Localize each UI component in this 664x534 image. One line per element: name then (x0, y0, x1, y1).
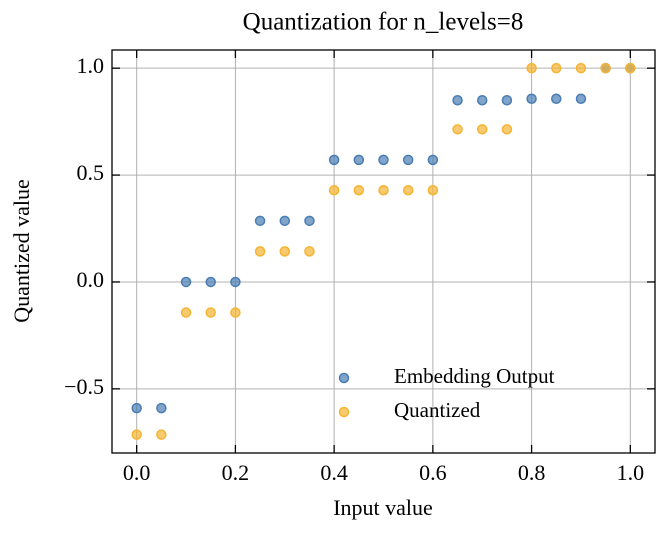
point (551, 62, 562, 74)
x-tick-label: 0.4 (320, 460, 348, 485)
point (575, 62, 587, 74)
legend-marker (338, 372, 350, 384)
point (279, 246, 291, 257)
chart-title: Quantization for n_levels=8 (243, 9, 524, 36)
x-tick-label: 0.6 (419, 460, 447, 485)
point (328, 154, 340, 166)
point (501, 124, 513, 135)
point (156, 429, 167, 440)
y-tick-label: 0.5 (77, 160, 105, 185)
x-axis-label: Input value (333, 495, 433, 520)
point (328, 184, 340, 196)
legend-label: Quantized (394, 398, 481, 422)
y-tick-label: 0.0 (77, 267, 105, 292)
point (526, 62, 537, 74)
legend-marker (338, 406, 350, 418)
legend-label: Embedding Output (394, 364, 555, 388)
x-tick-label: 1.0 (617, 460, 645, 485)
point (304, 215, 315, 227)
point (575, 93, 587, 104)
point (131, 429, 142, 440)
point (254, 215, 266, 227)
point (254, 246, 266, 257)
point (353, 154, 365, 166)
point (476, 124, 488, 135)
point (427, 184, 439, 196)
point (205, 307, 216, 318)
point (452, 124, 463, 135)
point (625, 62, 636, 74)
point (501, 94, 513, 106)
y-tick-label: −0.5 (64, 374, 104, 399)
point (230, 276, 241, 288)
x-tick-label: 0.0 (123, 460, 151, 485)
point (476, 94, 488, 106)
point (230, 307, 241, 318)
point (180, 307, 192, 318)
point (279, 215, 291, 227)
point (427, 154, 439, 166)
point (551, 93, 562, 104)
point (402, 184, 414, 196)
point (402, 154, 414, 166)
x-tick-label: 0.8 (518, 460, 546, 485)
point (600, 62, 611, 74)
point (378, 154, 389, 166)
x-tick-label: 0.2 (222, 460, 250, 485)
point (353, 184, 365, 196)
point (205, 276, 216, 288)
point (180, 276, 192, 288)
point (378, 184, 389, 196)
plot-frame (111, 49, 656, 454)
point (156, 402, 167, 414)
y-axis-label: Quantized value (9, 179, 34, 323)
point (526, 93, 537, 104)
point (304, 246, 315, 257)
point (131, 402, 142, 414)
y-tick-label: 1.0 (77, 53, 105, 78)
point (452, 94, 463, 106)
